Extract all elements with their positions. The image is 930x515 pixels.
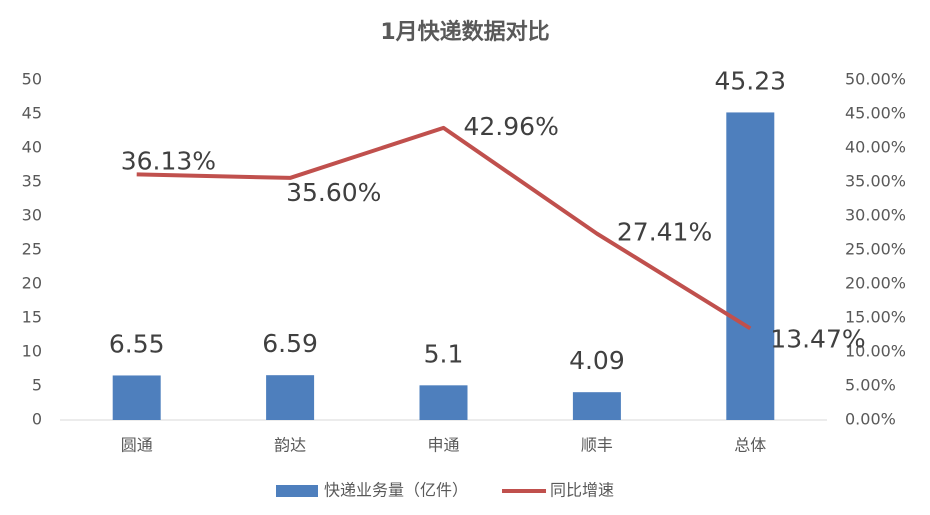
y-tick-label: 0 — [32, 410, 42, 429]
y2-tick-label: 40.00% — [845, 138, 906, 157]
y-tick-label: 45 — [22, 104, 42, 123]
bar — [112, 375, 161, 420]
y2-tick-label: 45.00% — [845, 104, 906, 123]
x-tick-label: 申通 — [427, 436, 459, 455]
y-tick-label: 50 — [22, 70, 42, 89]
y-tick-label: 30 — [22, 206, 42, 225]
bar — [419, 385, 468, 420]
bar — [726, 112, 775, 420]
legend-label: 快递业务量（亿件） — [324, 481, 468, 500]
y2-tick-label: 35.00% — [845, 172, 906, 191]
line-value-label: 13.47% — [770, 324, 865, 353]
x-tick-label: 圆通 — [121, 436, 153, 455]
chart-title: 1月快递数据对比 — [380, 19, 549, 45]
line-value-label: 36.13% — [121, 146, 216, 175]
bar — [572, 392, 621, 420]
bar-value-label: 5.1 — [424, 339, 464, 368]
y-tick-label: 35 — [22, 172, 42, 191]
y2-tick-label: 10.00% — [845, 342, 906, 361]
legend-label: 同比增速 — [550, 481, 614, 500]
y2-tick-label: 25.00% — [845, 240, 906, 259]
line — [136, 125, 752, 331]
x-tick-label: 总体 — [734, 436, 766, 455]
y-tick-label: 10 — [22, 342, 42, 361]
bar-value-label: 6.59 — [262, 329, 318, 358]
y2-tick-label: 5.00% — [845, 376, 896, 395]
y-tick-label: 25 — [22, 240, 42, 259]
line-value-label: 35.60% — [286, 178, 381, 207]
bar — [266, 375, 315, 420]
bar-value-label: 45.23 — [715, 66, 787, 95]
y-tick-label: 15 — [22, 308, 42, 327]
y2-tick-label: 0.00% — [845, 410, 896, 429]
legend-swatch — [276, 485, 318, 497]
line-value-label: 27.41% — [617, 218, 712, 247]
y2-tick-label: 30.00% — [845, 206, 906, 225]
bar-value-label: 6.55 — [109, 329, 165, 358]
y2-tick-label: 20.00% — [845, 274, 906, 293]
x-tick-label: 顺丰 — [581, 436, 613, 455]
x-tick-label: 韵达 — [274, 436, 306, 455]
y2-tick-label: 15.00% — [845, 308, 906, 327]
y-tick-label: 5 — [32, 376, 42, 395]
y-tick-label: 40 — [22, 138, 42, 157]
bar-value-label: 4.09 — [569, 346, 625, 375]
y-tick-label: 20 — [22, 274, 42, 293]
line-value-label: 42.96% — [464, 112, 559, 141]
y2-tick-label: 50.00% — [845, 70, 906, 89]
